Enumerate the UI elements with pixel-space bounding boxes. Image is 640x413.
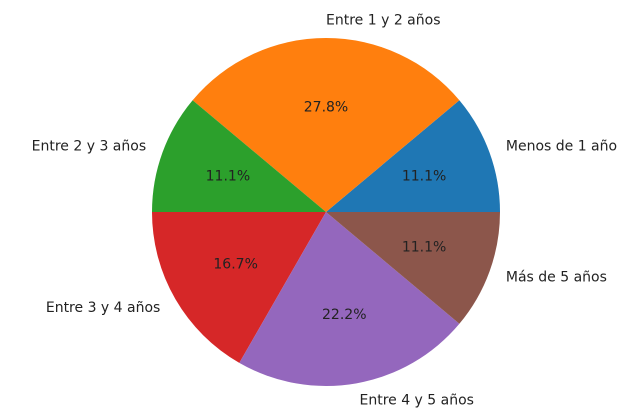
percent-label: 11.1% <box>206 168 250 184</box>
slice-label: Entre 2 y 3 años <box>32 139 146 155</box>
slice-label: Entre 4 y 5 años <box>359 392 473 408</box>
percent-label: 11.1% <box>402 240 446 256</box>
slice-label: Entre 3 y 4 años <box>46 300 160 316</box>
pie-slice <box>192 38 460 213</box>
slice-label: Menos de 1 año <box>506 139 617 155</box>
slice-label: Más de 5 años <box>506 269 607 285</box>
pie-slice <box>152 100 326 212</box>
pie-slice <box>326 100 500 212</box>
pie-slice <box>152 212 326 363</box>
percent-label: 16.7% <box>213 256 257 272</box>
pie-slice <box>239 212 460 386</box>
pie-slice <box>326 212 500 324</box>
percent-label: 11.1% <box>402 168 446 184</box>
slice-label: Entre 1 y 2 años <box>326 13 440 29</box>
percent-label: 22.2% <box>322 307 366 323</box>
percent-label: 27.8% <box>304 100 348 116</box>
